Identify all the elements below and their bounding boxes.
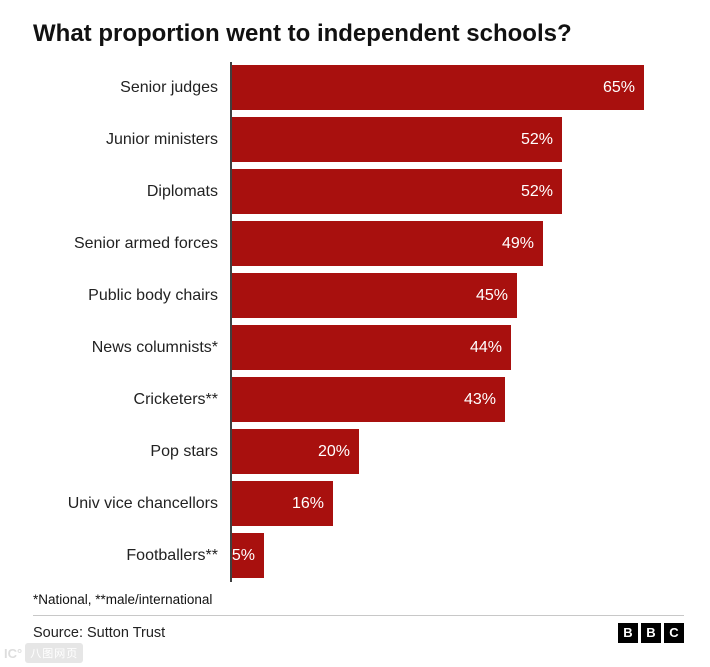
category-label: Public body chairs bbox=[88, 286, 218, 304]
bar-row: Senior judges 65% bbox=[33, 61, 684, 114]
category-label: Pop stars bbox=[150, 442, 218, 460]
bar: 20% bbox=[232, 429, 359, 475]
plot-area: 52% bbox=[230, 165, 684, 218]
bar-value-label: 43% bbox=[463, 390, 496, 408]
plot-area: 52% bbox=[230, 113, 684, 166]
bbc-logo-block: C bbox=[664, 622, 684, 643]
plot-area: 5% bbox=[230, 529, 684, 582]
plot-area: 43% bbox=[230, 373, 684, 426]
bar: 43% bbox=[232, 377, 505, 423]
bar-row: Cricketers** 43% bbox=[33, 373, 684, 426]
bar-row: Pop stars 20% bbox=[33, 425, 684, 478]
bar-value-label: 16% bbox=[291, 494, 324, 512]
plot-area: 45% bbox=[230, 269, 684, 322]
bar-row: Senior armed forces 49% bbox=[33, 217, 684, 270]
plot-area: 44% bbox=[230, 321, 684, 374]
bar-value-label: 5% bbox=[231, 546, 255, 564]
plot-area: 65% bbox=[230, 61, 684, 114]
bar-row: Junior ministers 52% bbox=[33, 113, 684, 166]
bar-value-label: 20% bbox=[317, 442, 350, 460]
category-label: News columnists* bbox=[91, 338, 218, 356]
source-label: Source: Sutton Trust bbox=[33, 624, 166, 641]
bar: 49% bbox=[232, 221, 543, 267]
bar: 45% bbox=[232, 273, 517, 319]
bar-value-label: 65% bbox=[602, 78, 635, 96]
chart-title: What proportion went to independent scho… bbox=[33, 20, 572, 47]
bar: 52% bbox=[232, 169, 562, 215]
bar-row: Diplomats 52% bbox=[33, 165, 684, 218]
chart-footnote: *National, **male/international bbox=[33, 591, 213, 607]
bar: 44% bbox=[232, 325, 511, 371]
bar-value-label: 49% bbox=[501, 234, 534, 252]
category-label: Junior ministers bbox=[105, 130, 218, 148]
bar-row: Univ vice chancellors 16% bbox=[33, 477, 684, 530]
category-label: Cricketers** bbox=[133, 390, 218, 408]
plot-area: 16% bbox=[230, 477, 684, 530]
bar-row: Public body chairs 45% bbox=[33, 269, 684, 322]
bar-value-label: 52% bbox=[520, 182, 553, 200]
bbc-logo-block: B bbox=[641, 622, 661, 643]
category-label: Univ vice chancellors bbox=[67, 494, 218, 512]
bar: 65% bbox=[232, 65, 644, 111]
bar: 16% bbox=[232, 481, 333, 527]
category-label: Footballers** bbox=[126, 546, 218, 564]
category-label: Diplomats bbox=[146, 182, 218, 200]
bar-value-label: 45% bbox=[475, 286, 508, 304]
bar: 5% bbox=[231, 533, 264, 579]
bar-chart: Senior judges 65% Junior ministers 52% Diplo… bbox=[33, 61, 684, 582]
plot-area: 20% bbox=[230, 425, 684, 478]
category-label: Senior armed forces bbox=[73, 234, 218, 252]
plot-area: 49% bbox=[230, 217, 684, 270]
category-label: Senior judges bbox=[120, 78, 218, 96]
bar-value-label: 44% bbox=[469, 338, 502, 356]
bar-row: Footballers** 5% bbox=[33, 529, 684, 582]
bar-value-label: 52% bbox=[520, 130, 553, 148]
bar: 52% bbox=[232, 117, 562, 163]
bar-row: News columnists* 44% bbox=[33, 321, 684, 374]
bbc-logo-block: B bbox=[618, 622, 638, 643]
